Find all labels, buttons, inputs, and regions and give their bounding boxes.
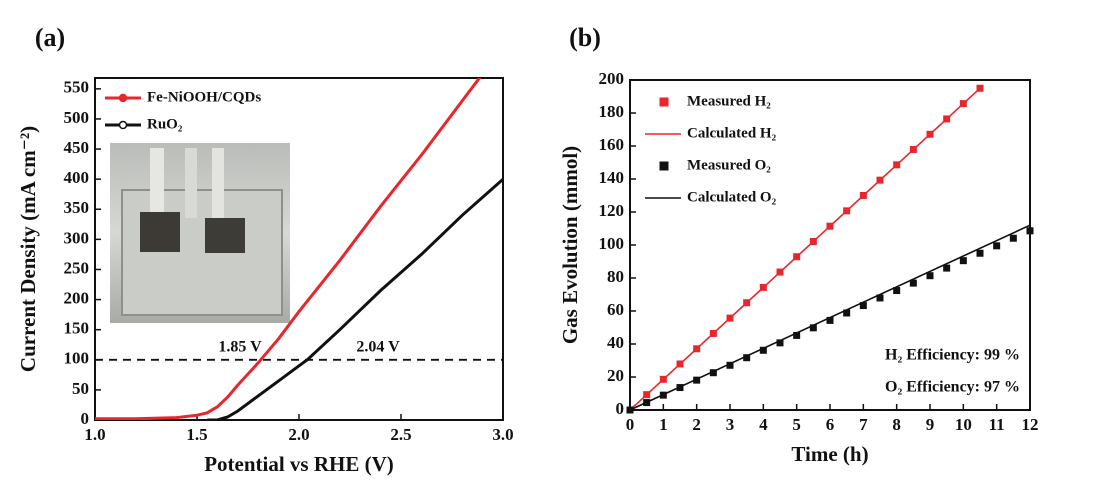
x-tick-label: 1.5 [186,425,207,444]
x-tick-label: 5 [792,415,801,434]
panel-label: (b) [569,23,601,52]
data-point [993,242,1001,250]
data-point [759,346,767,354]
legend-label: Fe-NiOOH/CQDs [147,89,261,105]
y-tick-label: 160 [599,135,625,154]
y-tick-label: 100 [599,234,625,253]
data-point [876,294,884,302]
data-point [1026,227,1034,235]
data-point [793,331,801,339]
x-axis-title: Time (h) [791,442,868,466]
y-tick-label: 350 [64,198,90,217]
inset-photo [110,143,290,323]
x-tick-label: 7 [859,415,868,434]
x-tick-label: 1.0 [84,425,105,444]
x-tick-label: 2.5 [390,425,411,444]
y-tick-label: 450 [64,138,90,157]
annotation: 1.85 V [218,339,262,356]
y-axis-title: Current Density (mA cm⁻²) [16,126,40,372]
legend-label: Measured O₂ [687,157,771,173]
y-tick-label: 150 [64,319,90,338]
y-tick-label: 100 [64,349,90,368]
data-point [826,316,834,324]
y-tick-label: 200 [599,69,625,88]
x-tick-label: 3 [726,415,735,434]
y-tick-label: 0 [81,409,90,428]
legend-marker [118,120,128,130]
data-point [976,249,984,257]
legend-marker [659,161,669,171]
data-point [943,264,951,272]
series-line [629,224,1031,411]
data-point [726,361,734,369]
y-tick-label: 50 [72,379,89,398]
series-line [207,178,503,420]
series-layer [626,84,1034,414]
y-tick-label: 300 [64,228,90,247]
y-tick-label: 140 [599,168,625,187]
x-tick-label: 11 [989,415,1005,434]
x-tick-label: 6 [826,415,835,434]
y-tick-label: 500 [64,108,90,127]
y-tick-label: 60 [607,300,624,319]
data-point [976,84,984,92]
y-tick-label: 550 [64,78,90,97]
legend-marker [118,93,128,103]
data-point [709,369,717,377]
data-point [926,272,934,280]
data-point [843,309,851,317]
series-line [629,87,981,411]
y-tick-label: 250 [64,258,90,277]
x-tick-label: 10 [955,415,972,434]
x-tick-label: 2 [692,415,701,434]
annotation: H₂ Efficiency: 99 % [885,347,1020,364]
x-axis-title: Potential vs RHE (V) [204,452,394,476]
data-point [893,287,901,295]
x-tick-label: 2.0 [288,425,309,444]
x-tick-label: 3.0 [492,425,513,444]
data-point [1009,234,1017,242]
data-point [776,339,784,347]
y-tick-label: 120 [599,201,625,220]
legend-label: Measured H₂ [687,93,771,109]
y-tick-label: 40 [607,333,624,352]
annotation: 2.04 V [356,339,400,356]
panel-label: (a) [35,23,65,52]
data-point [859,302,867,310]
annotation: O₂ Efficiency: 97 % [885,379,1020,396]
legend-label: Calculated H₂ [687,125,777,141]
y-tick-label: 0 [616,399,625,418]
data-point [959,257,967,265]
x-tick-label: 4 [759,415,768,434]
data-point [909,279,917,287]
y-tick-label: 200 [64,288,90,307]
y-tick-label: 80 [607,267,624,286]
series-line [95,78,482,420]
data-point [693,376,701,384]
y-axis-title: Gas Evolution (mmol) [558,146,582,344]
legend-label: Calculated O₂ [687,189,777,205]
x-tick-label: 9 [926,415,935,434]
x-tick-label: 12 [1022,415,1039,434]
data-point [809,324,817,332]
plot-frame [629,79,1031,411]
data-point [743,354,751,362]
x-tick-label: 0 [626,415,635,434]
y-tick-label: 20 [607,366,624,385]
plot-frame [94,77,504,421]
legend-marker [659,97,669,107]
x-tick-label: 1 [659,415,668,434]
y-tick-label: 180 [599,102,625,121]
legend-label: RuO₂ [147,116,183,132]
y-tick-label: 400 [64,168,90,187]
series-layer [95,78,503,420]
x-tick-label: 8 [892,415,901,434]
